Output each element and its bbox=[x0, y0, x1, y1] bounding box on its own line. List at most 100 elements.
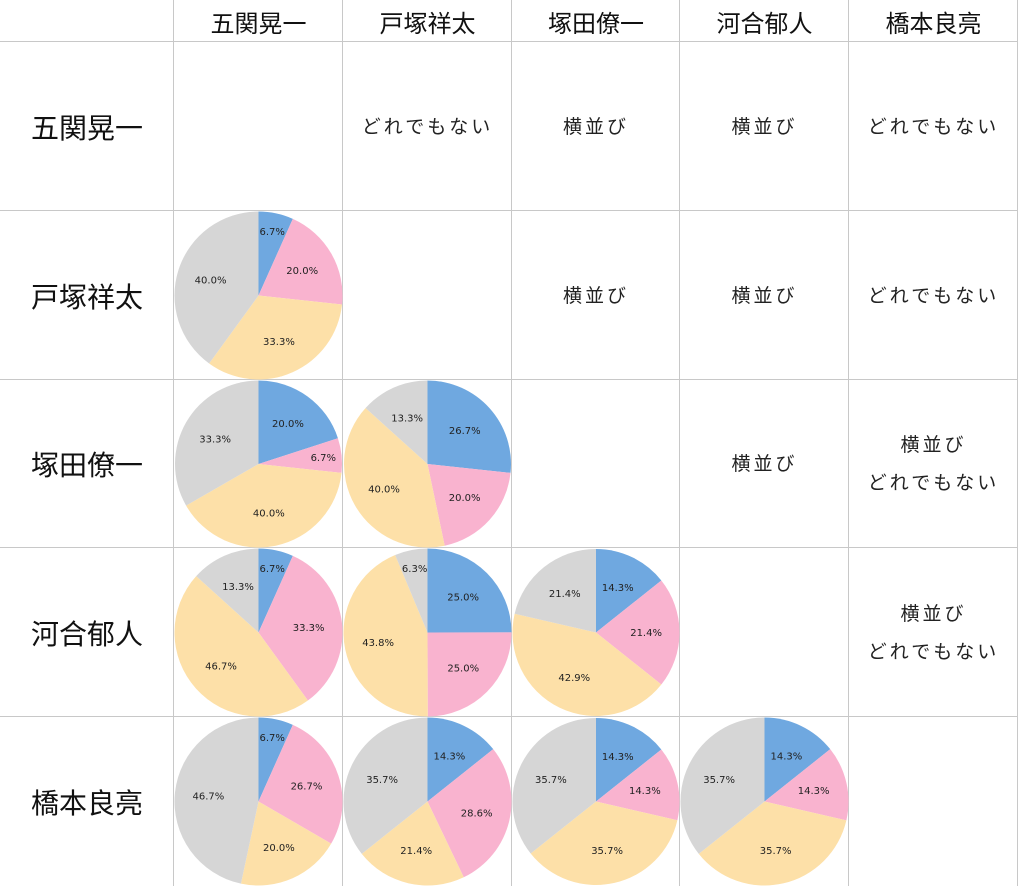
pie-chart: 6.7% 33.3% 46.7% 13.3% bbox=[174, 548, 343, 717]
slice-label: 43.8% bbox=[362, 638, 394, 649]
relation-text: 横並び bbox=[731, 284, 798, 307]
slice-label: 6.7% bbox=[259, 227, 284, 238]
pie-chart: 6.7% 20.0% 33.3% 40.0% bbox=[174, 211, 343, 380]
pie-slice bbox=[427, 380, 511, 473]
slice-label: 35.7% bbox=[366, 775, 398, 786]
pie-slice bbox=[343, 717, 428, 854]
pie-slice bbox=[343, 554, 428, 717]
pie-slice bbox=[174, 211, 259, 364]
row-header: 橋本良亮 bbox=[30, 786, 143, 820]
pie-chart: 6.7% 26.7% 20.0% 46.7% bbox=[174, 717, 343, 886]
slice-label: 21.4% bbox=[630, 628, 662, 639]
slice-label: 6.7% bbox=[311, 453, 336, 464]
slice-label: 40.0% bbox=[253, 509, 285, 520]
slice-label: 14.3% bbox=[602, 752, 634, 763]
pie-slice bbox=[596, 718, 662, 802]
grid-line-horizontal bbox=[0, 41, 1018, 42]
pie-chart: 14.3% 14.3% 35.7% 35.7% bbox=[512, 718, 680, 885]
relation-text: どれでもない bbox=[867, 115, 1000, 138]
slice-label: 14.3% bbox=[602, 583, 634, 594]
slice-label: 14.3% bbox=[629, 786, 661, 797]
slice-label: 26.7% bbox=[291, 782, 323, 793]
slice-label: 13.3% bbox=[222, 582, 254, 593]
slice-label: 20.0% bbox=[449, 493, 481, 504]
grid-line-vertical bbox=[679, 0, 680, 886]
relation-text: 横並び bbox=[731, 115, 798, 138]
grid-line-vertical bbox=[342, 0, 343, 886]
grid-line-horizontal bbox=[0, 716, 1018, 717]
slice-label: 35.7% bbox=[703, 775, 735, 786]
relation-text: どれでもない bbox=[867, 284, 1000, 307]
pie-slice bbox=[596, 749, 680, 821]
slice-label: 20.0% bbox=[286, 266, 318, 277]
pie-slice bbox=[427, 464, 511, 546]
row-header: 五関晃一 bbox=[30, 111, 143, 145]
slice-label: 33.3% bbox=[293, 623, 325, 634]
row-header: 河合郁人 bbox=[30, 617, 143, 651]
slice-label: 40.0% bbox=[195, 275, 227, 286]
pie-slice bbox=[512, 613, 662, 716]
grid-line-vertical bbox=[848, 0, 849, 886]
relation-cell: 横並び bbox=[512, 211, 680, 380]
relation-cell: 横並び bbox=[680, 380, 849, 548]
row-header: 塚田僚一 bbox=[30, 449, 143, 482]
slice-label: 42.9% bbox=[558, 673, 590, 684]
pie-slice bbox=[258, 380, 338, 464]
relation-text: 横並び bbox=[900, 602, 967, 625]
pie-slice bbox=[427, 548, 512, 633]
slice-label: 46.7% bbox=[205, 662, 237, 673]
slice-label: 6.7% bbox=[259, 564, 284, 575]
slice-label: 14.3% bbox=[798, 786, 830, 797]
pie-slice bbox=[680, 717, 765, 854]
slice-label: 6.7% bbox=[259, 733, 284, 744]
relation-cell: どれでもない bbox=[849, 42, 1018, 211]
slice-label: 21.4% bbox=[400, 846, 432, 857]
pie-slice bbox=[427, 632, 512, 717]
pie-slice bbox=[512, 718, 596, 854]
slice-label: 6.3% bbox=[402, 564, 427, 575]
pie-slice bbox=[240, 801, 332, 886]
slice-label: 25.0% bbox=[447, 592, 479, 603]
slice-label: 20.0% bbox=[272, 419, 304, 430]
slice-label: 33.3% bbox=[263, 337, 295, 348]
relation-cell: 横並び bbox=[512, 42, 680, 211]
slice-label: 40.0% bbox=[368, 484, 400, 495]
pie-slice bbox=[209, 295, 343, 380]
relation-cell: 横並び bbox=[680, 42, 849, 211]
pie-slice bbox=[186, 464, 342, 548]
slice-label: 33.3% bbox=[199, 434, 231, 445]
column-header: 戸塚祥太 bbox=[379, 9, 476, 38]
pie-slice bbox=[258, 438, 342, 473]
pie-slice bbox=[596, 549, 662, 633]
pie-slice bbox=[258, 555, 343, 701]
pie-slice bbox=[344, 407, 445, 548]
pie-slice bbox=[175, 380, 259, 506]
relation-text: 横並び bbox=[562, 115, 629, 138]
grid-line-horizontal bbox=[0, 379, 1018, 380]
relation-text: どれでもない bbox=[867, 640, 1000, 663]
relation-cell: どれでもない bbox=[343, 42, 512, 211]
pie-slice bbox=[196, 548, 259, 633]
pie-slice bbox=[764, 717, 831, 802]
pie-chart: 20.0% 6.7% 40.0% 33.3% bbox=[175, 380, 342, 548]
grid-line-horizontal bbox=[0, 547, 1018, 548]
pie-chart: 25.0% 25.0% 43.8% 6.3% bbox=[343, 548, 512, 717]
slice-label: 28.6% bbox=[461, 808, 493, 819]
slice-label: 35.7% bbox=[535, 775, 567, 786]
pie-slice bbox=[258, 717, 293, 802]
relation-cell: 横並び bbox=[680, 211, 849, 380]
slice-label: 35.7% bbox=[591, 846, 623, 857]
pie-slice bbox=[427, 749, 512, 878]
pie-slice bbox=[764, 749, 849, 821]
pie-slice bbox=[258, 211, 293, 296]
grid-line-vertical bbox=[173, 0, 174, 886]
relation-cell: どれでもない bbox=[849, 211, 1018, 380]
pie-slice bbox=[514, 549, 596, 633]
pie-slice bbox=[361, 801, 464, 886]
pie-chart: 14.3% 21.4% 42.9% 21.4% bbox=[512, 549, 680, 716]
slice-label: 13.3% bbox=[391, 414, 423, 425]
pie-slice bbox=[698, 801, 847, 886]
row-header: 戸塚祥太 bbox=[30, 280, 143, 314]
relation-text: どれでもない bbox=[867, 472, 1000, 494]
grid-line-vertical bbox=[1017, 0, 1018, 886]
